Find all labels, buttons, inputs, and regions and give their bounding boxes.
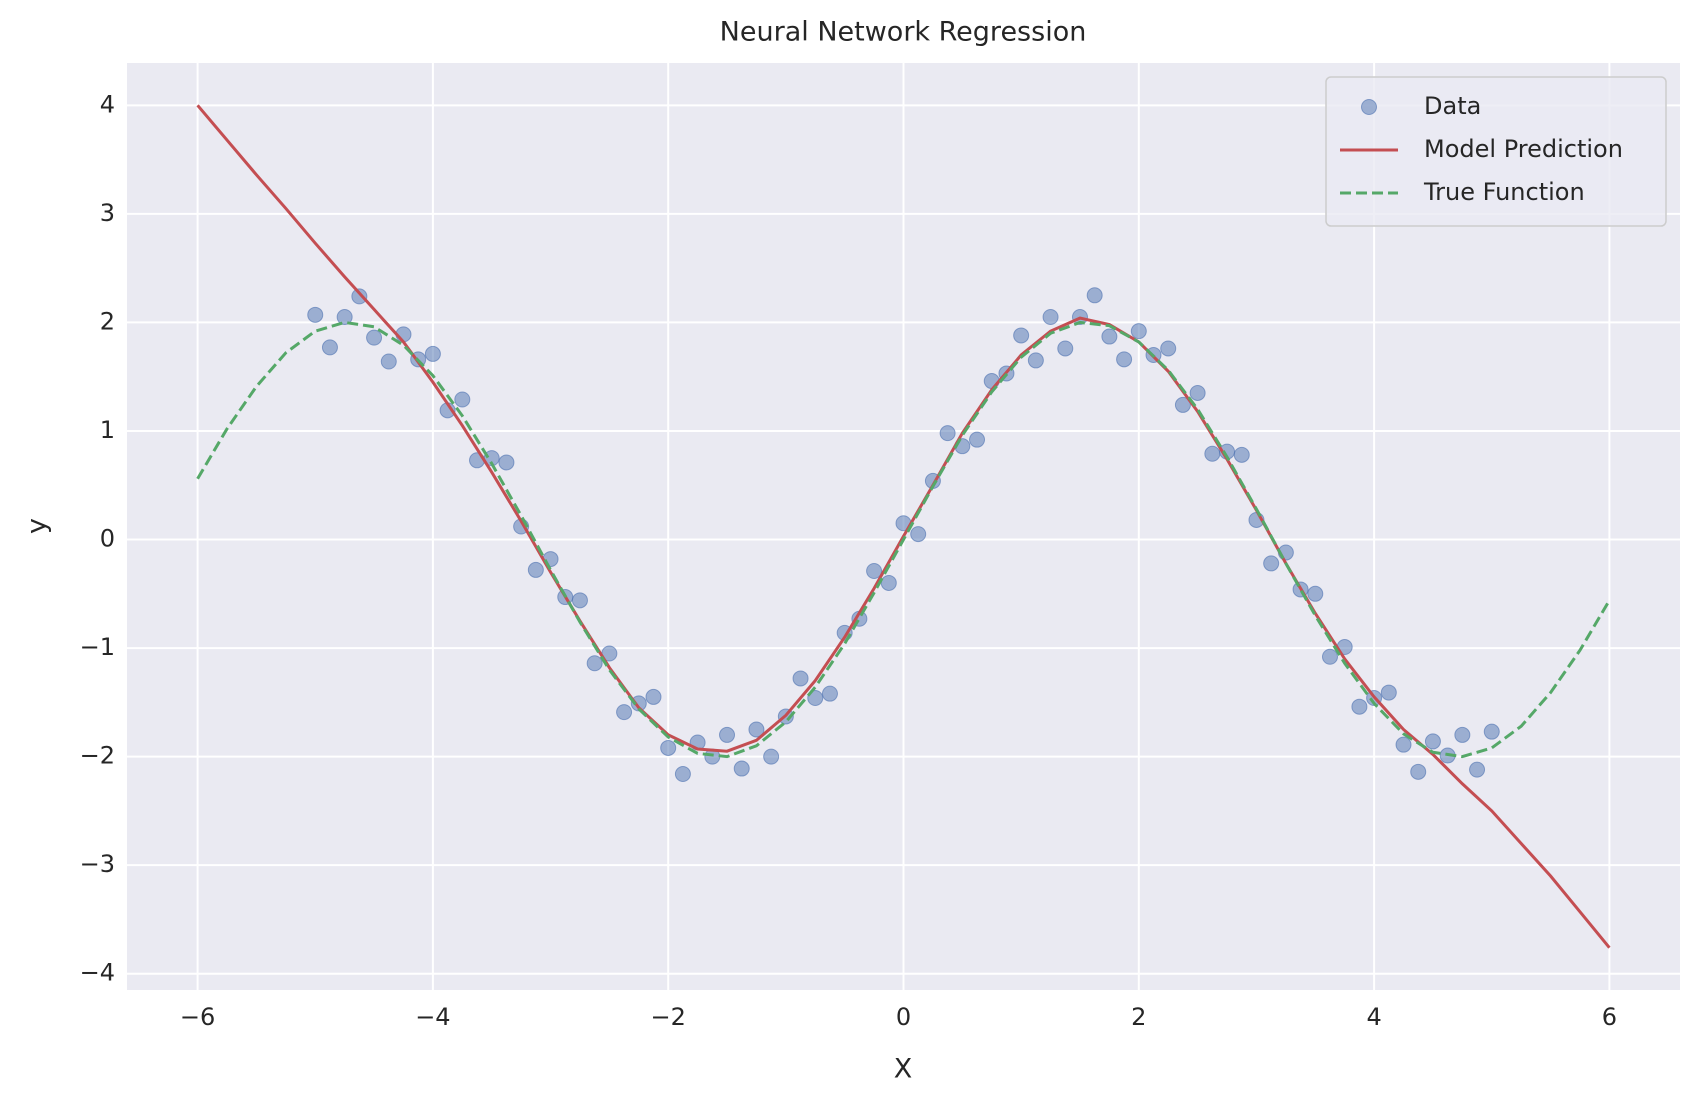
y-tick-label: −4 — [80, 959, 115, 987]
data-point — [1469, 761, 1486, 778]
data-point — [307, 306, 324, 323]
data-point — [1233, 446, 1250, 463]
data-point — [1454, 726, 1471, 743]
data-point — [1204, 445, 1221, 462]
data-point — [1116, 351, 1133, 368]
legend: Data Model Prediction True Function — [1325, 76, 1667, 227]
x-tick-label: 4 — [1366, 1003, 1381, 1031]
data-point — [1027, 352, 1044, 369]
x-axis-label: X — [894, 1054, 913, 1085]
data-point — [1351, 698, 1368, 715]
data-point — [1380, 684, 1397, 701]
data-point — [1410, 763, 1427, 780]
x-tick-label: 2 — [1131, 1003, 1146, 1031]
x-tick-label: −6 — [180, 1003, 215, 1031]
legend-label: Model Prediction — [1424, 135, 1623, 163]
data-point — [1263, 555, 1280, 572]
y-tick-label: −3 — [80, 850, 115, 878]
legend-marker — [1361, 99, 1377, 115]
data-point — [351, 288, 368, 305]
data-point — [366, 329, 383, 346]
data-point — [866, 563, 883, 580]
data-point — [748, 721, 765, 738]
data-point — [1189, 384, 1206, 401]
data-point — [719, 726, 736, 743]
y-tick-label: −1 — [80, 633, 115, 661]
data-point — [763, 748, 780, 765]
data-point — [880, 574, 897, 591]
data-point — [454, 391, 471, 408]
data-point — [380, 353, 397, 370]
y-tick-label: 4 — [100, 90, 115, 118]
data-point — [1160, 340, 1177, 357]
data-point — [586, 655, 603, 672]
legend-label: Data — [1424, 92, 1481, 120]
x-tick-label: 0 — [896, 1003, 911, 1031]
y-tick-label: −2 — [80, 742, 115, 770]
data-point — [969, 431, 986, 448]
y-tick-label: 0 — [100, 525, 115, 553]
data-point — [1483, 723, 1500, 740]
data-point — [983, 373, 1000, 390]
line — [196, 320, 1611, 759]
legend-label: True Function — [1423, 178, 1585, 206]
y-tick-label: 1 — [100, 416, 115, 444]
y-tick-label: 3 — [100, 199, 115, 227]
data-point — [1057, 340, 1074, 357]
data-point — [1042, 309, 1059, 326]
line — [196, 104, 1611, 949]
data-point — [424, 345, 441, 362]
data-point — [660, 739, 677, 756]
chart-title: Neural Network Regression — [720, 17, 1087, 48]
data-point — [1086, 287, 1103, 304]
data-point — [1307, 585, 1324, 602]
x-tick-label: 6 — [1602, 1003, 1617, 1031]
data-point — [821, 685, 838, 702]
data-point — [733, 760, 750, 777]
data-point — [1101, 328, 1118, 345]
x-tick-label: −4 — [415, 1003, 450, 1031]
data-point — [939, 425, 956, 442]
data-point — [792, 670, 809, 687]
data-point — [1321, 648, 1338, 665]
y-tick-label: 2 — [100, 307, 115, 335]
data-point — [910, 526, 927, 543]
data-point — [321, 339, 338, 356]
data-point — [645, 688, 662, 705]
data-point — [1395, 736, 1412, 753]
data-point — [1424, 733, 1441, 750]
data-point — [1174, 396, 1191, 413]
data-point — [336, 309, 353, 326]
data-point — [527, 561, 544, 578]
marks — [196, 104, 1611, 949]
y-axis-label: y — [22, 518, 53, 534]
data-point — [498, 454, 515, 471]
data-point — [674, 765, 691, 782]
data-point — [616, 704, 633, 721]
data-point — [1130, 323, 1147, 340]
data-point — [1013, 327, 1030, 344]
data-point — [807, 690, 824, 707]
legend-box — [1325, 76, 1667, 227]
data-point — [571, 592, 588, 609]
x-tick-label: −2 — [651, 1003, 686, 1031]
